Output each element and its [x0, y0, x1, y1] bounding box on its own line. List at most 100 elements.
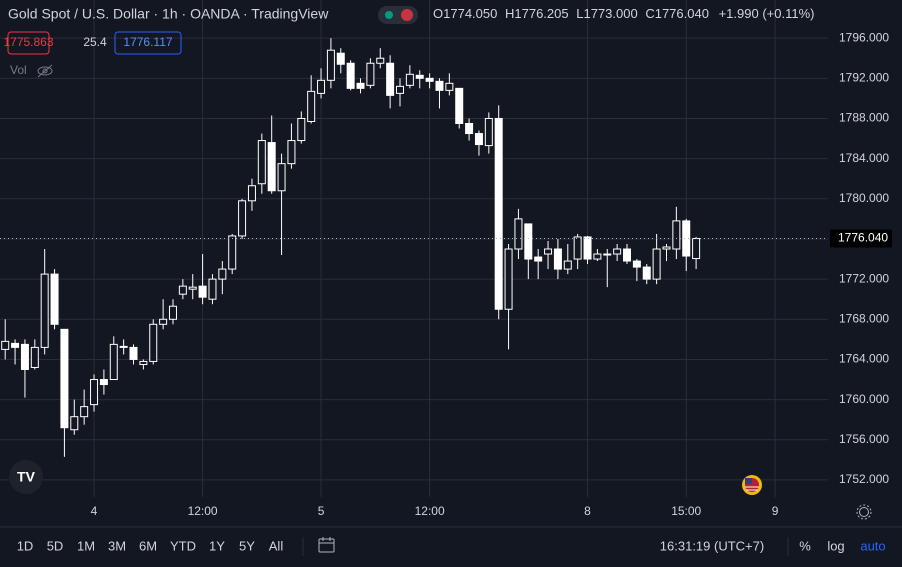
candle-body: [188, 286, 197, 290]
candle-body: [50, 273, 59, 325]
candle-body: [218, 268, 227, 280]
spread: 25.4: [83, 35, 107, 49]
candle-body: [405, 73, 414, 86]
ask-box[interactable]: [114, 31, 182, 55]
status-icons: [378, 6, 418, 24]
hide-volume-icon[interactable]: [37, 64, 53, 78]
candle-body: [573, 236, 582, 260]
y-tick-label: 1796.000: [839, 30, 889, 44]
svg-text:TV: TV: [17, 469, 36, 485]
candle-body: [208, 278, 217, 300]
candle-body: [386, 62, 395, 96]
range-button[interactable]: 1M: [77, 538, 95, 553]
y-tick-label: 1788.000: [839, 111, 889, 125]
candle-body: [238, 200, 247, 237]
ohlc-readout: O1774.050 H1776.205 L1773.000 C1776.040 …: [433, 6, 814, 21]
bid-price[interactable]: 1775.863: [3, 35, 53, 49]
candle-body: [90, 379, 99, 406]
candle-body: [514, 218, 523, 250]
range-button[interactable]: 1Y: [209, 538, 225, 553]
y-tick-label: 1784.000: [839, 151, 889, 165]
range-button[interactable]: All: [269, 538, 284, 553]
range-button[interactable]: 6M: [139, 538, 157, 553]
scale-option[interactable]: %: [799, 538, 811, 553]
candle-body: [642, 266, 651, 280]
ohlc-key: C: [645, 6, 654, 21]
candle-body: [445, 82, 454, 91]
y-tick-label: 1764.000: [839, 352, 889, 366]
candle-body: [435, 80, 444, 91]
range-button[interactable]: 5Y: [239, 538, 255, 553]
candle-body: [563, 260, 572, 270]
candle-body: [672, 220, 681, 250]
ohlc-value: 1776.040: [655, 6, 709, 21]
ask-price[interactable]: 1776.117: [123, 35, 172, 49]
ohlc-value: 1776.205: [514, 6, 568, 21]
candle-body: [198, 285, 207, 298]
range-button[interactable]: 5D: [47, 538, 64, 553]
candle-body: [366, 62, 375, 86]
toolbar: 1D 5D 1M 3M 6M YTD 1Y 5Y All% log auto: [17, 538, 886, 553]
range-button[interactable]: YTD: [170, 538, 196, 553]
candle-body: [149, 323, 158, 362]
ohlc-key: O: [433, 6, 443, 21]
y-tick-label: 1768.000: [839, 311, 889, 325]
scale-option[interactable]: log: [827, 538, 844, 553]
candle-body: [20, 343, 29, 370]
candle-body: [455, 87, 464, 124]
candle-body: [632, 260, 641, 268]
y-tick-label: 1772.000: [839, 271, 889, 285]
last-price-label: 1776.040: [838, 231, 888, 245]
economic-events-flag[interactable]: [742, 475, 762, 495]
range-button[interactable]: 1D: [17, 538, 34, 553]
candle-body: [613, 248, 622, 255]
candle-body: [30, 346, 39, 368]
last-price-box: [830, 229, 892, 248]
x-tick-label: 12:00: [415, 504, 445, 518]
y-tick-label: 1760.000: [839, 392, 889, 406]
x-tick-label: 4: [91, 504, 98, 518]
settings-icon[interactable]: [856, 504, 872, 520]
bid-box[interactable]: [7, 31, 50, 55]
candle-body: [474, 133, 483, 146]
candle-body: [662, 246, 671, 250]
candle-body: [168, 305, 177, 320]
candle-body: [336, 52, 345, 65]
tradingview-logo[interactable]: TV: [9, 460, 43, 494]
candle-body: [80, 406, 89, 418]
candle-body: [307, 90, 316, 122]
clock: 16:31:19 (UTC+7): [660, 538, 764, 553]
candle-body: [346, 62, 355, 89]
date-range-icon[interactable]: [318, 537, 335, 553]
scale-option[interactable]: auto: [860, 538, 885, 553]
candle-body: [129, 346, 138, 360]
grid: 1752.000 1756.000 1760.000 1764.000 1768.000…: [0, 0, 889, 518]
candle-body: [425, 77, 434, 82]
candle-body: [11, 342, 20, 348]
candle-body: [396, 85, 404, 94]
candle-body: [70, 416, 79, 431]
plot: 1776.040: [0, 38, 892, 457]
candle-body: [504, 248, 513, 310]
candle-body: [139, 360, 148, 365]
candle-body: [682, 220, 691, 257]
candle-body: [583, 236, 592, 260]
x-tick-label: 12:00: [188, 504, 218, 518]
candle-body: [257, 140, 266, 185]
symbol-title: Gold Spot / U.S. Dollar · 1h · OANDA · T…: [8, 6, 329, 22]
candle-body: [159, 318, 168, 325]
x-tick-label: 5: [318, 504, 325, 518]
ohlc-value: 1773.000: [583, 6, 637, 21]
candle-body: [60, 328, 69, 429]
candle-body: [109, 343, 118, 381]
y-tick-label: 1792.000: [839, 70, 889, 84]
candle-body: [603, 253, 612, 256]
candle-body: [356, 82, 365, 89]
range-button[interactable]: 3M: [108, 538, 126, 553]
candle-body: [484, 117, 493, 147]
candle-body: [228, 235, 237, 270]
candle-body: [119, 345, 128, 348]
candle-body: [1, 340, 10, 350]
y-tick-label: 1752.000: [839, 472, 889, 486]
